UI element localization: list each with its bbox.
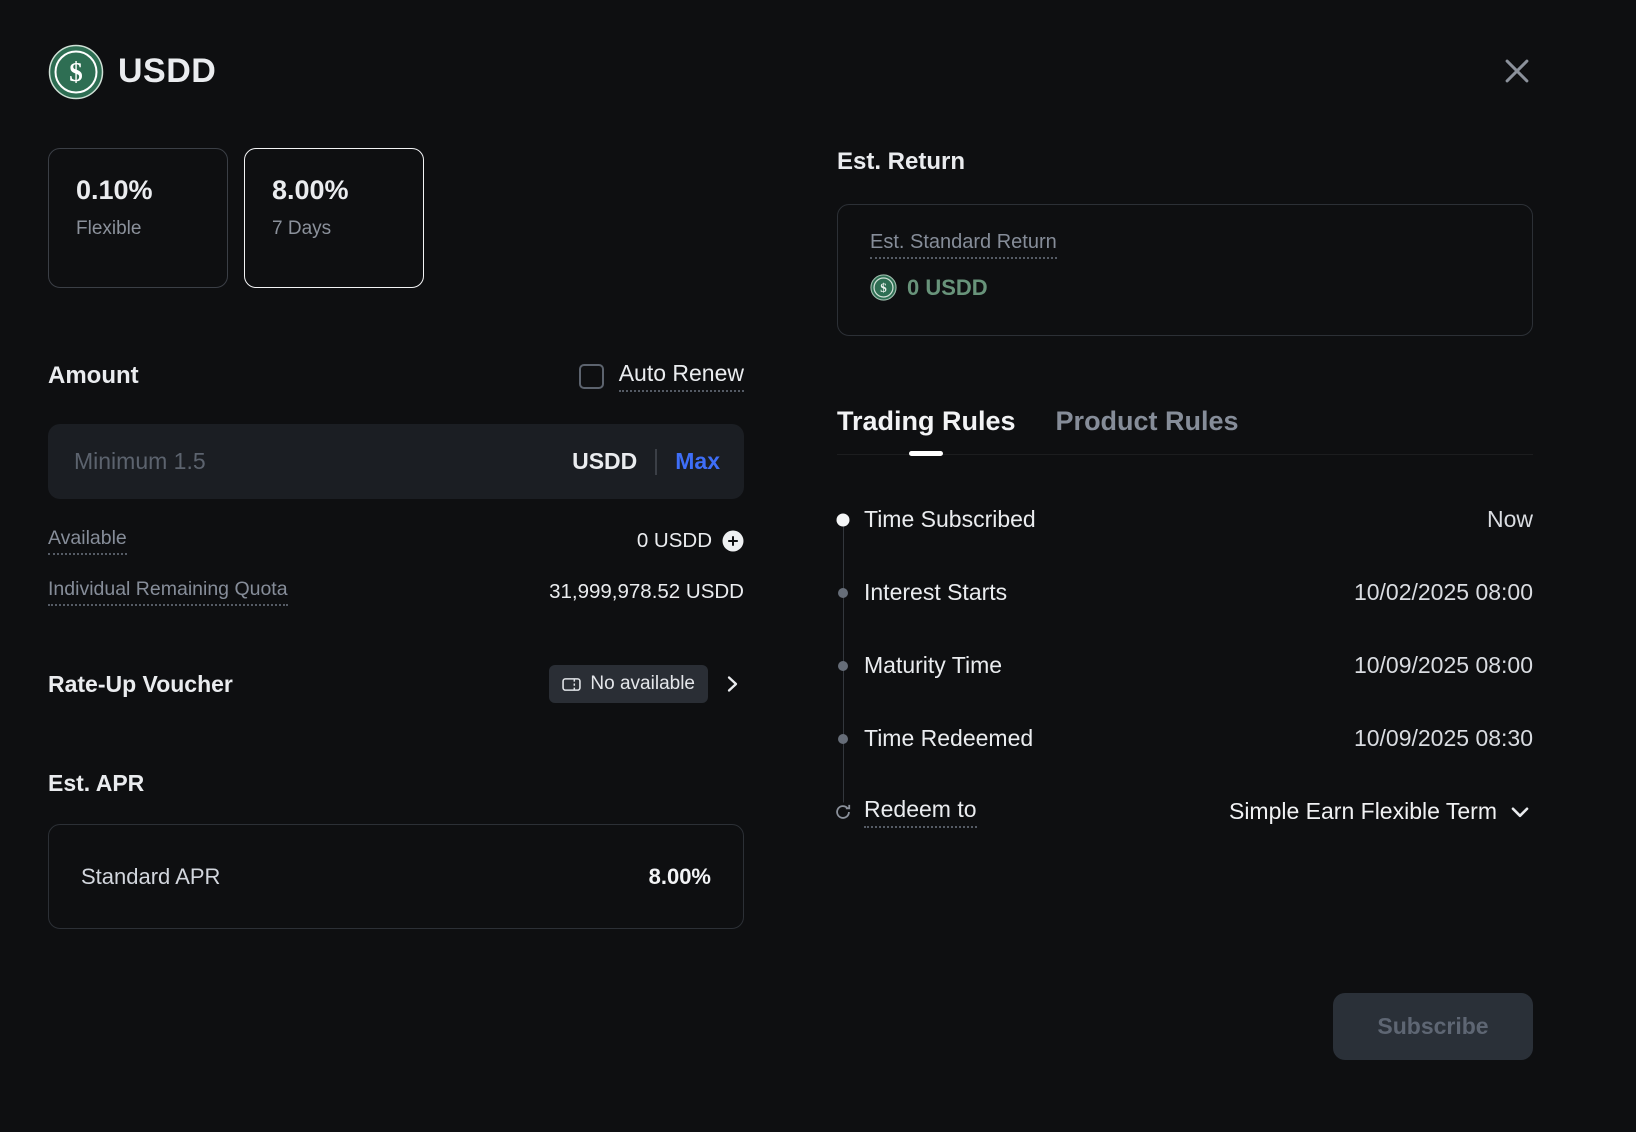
timeline-row: Time Redeemed 10/09/2025 08:30 (837, 702, 1533, 775)
timeline-dot (838, 733, 848, 744)
timeline-label: Time Subscribed (864, 506, 1036, 532)
voucher-section-label: Rate-Up Voucher (48, 670, 233, 697)
timeline-value: 10/02/2025 08:00 (1353, 579, 1533, 605)
term-label: 7 Days (272, 218, 332, 239)
refresh-icon (833, 802, 853, 821)
est-apr-section-label: Est. APR (48, 770, 145, 796)
timeline-value: 10/09/2025 08:30 (1353, 725, 1533, 751)
redeem-to-select[interactable]: Simple Earn Flexible Term (1229, 798, 1533, 825)
quota-label[interactable]: Individual Remaining Quota (48, 578, 288, 606)
tab-label: Trading Rules (837, 406, 1016, 436)
standard-apr-value: 8.00% (648, 863, 711, 889)
subscribe-button[interactable]: Subscribe (1333, 993, 1533, 1060)
term-apr: 8.00% (272, 175, 349, 205)
voucher-status-label: No available (590, 673, 695, 694)
est-return-section-label: Est. Return (837, 148, 966, 175)
auto-renew-checkbox[interactable] (578, 363, 604, 389)
timeline-label: Time Redeemed (864, 725, 1034, 751)
auto-renew-label[interactable]: Auto Renew (618, 360, 744, 392)
redeem-to-value[interactable]: Simple Earn Flexible Term (1228, 798, 1497, 824)
voucher-icon (562, 677, 582, 692)
amount-input-wrap: USDD Max (48, 424, 744, 499)
chevron-right-icon[interactable] (720, 672, 744, 696)
timeline-label: Interest Starts (864, 579, 1008, 605)
voucher-row: Rate-Up Voucher No available (48, 665, 744, 703)
term-option-flexible[interactable]: 0.10% Flexible (48, 148, 228, 288)
tab-product-rules[interactable]: Product Rules (1056, 406, 1239, 454)
timeline-dot (836, 513, 850, 526)
timeline-dot (838, 660, 848, 671)
timeline-dot (838, 587, 848, 598)
usdd-coin-icon-small: $ (870, 274, 897, 301)
est-apr-card: Standard APR 8.00% (48, 824, 744, 929)
chevron-down-icon[interactable] (1507, 799, 1533, 825)
term-label: Flexible (76, 218, 142, 239)
quota-row: Individual Remaining Quota 31,999,978.52… (48, 578, 744, 606)
redeem-to-label[interactable]: Redeem to (864, 796, 977, 828)
voucher-status-chip[interactable]: No available (549, 665, 708, 703)
available-value: 0 USDD (636, 529, 712, 552)
amount-input[interactable] (72, 447, 573, 476)
auto-renew-toggle[interactable]: Auto Renew (578, 360, 744, 392)
est-return-card: Est. Standard Return $ 0 USDD (837, 204, 1533, 336)
term-option-7days[interactable]: 8.00% 7 Days (244, 148, 424, 288)
available-label[interactable]: Available (48, 527, 127, 555)
timeline-row: Maturity Time 10/09/2025 08:00 (837, 629, 1533, 702)
svg-text:$: $ (69, 57, 83, 87)
tab-label: Product Rules (1055, 406, 1239, 436)
rules-tabs: Trading Rules Product Rules (837, 406, 1533, 456)
term-options: 0.10% Flexible 8.00% 7 Days (48, 148, 424, 288)
available-value-wrap: 0 USDD (637, 529, 744, 553)
timeline-value: Now (1486, 506, 1533, 532)
available-row: Available 0 USDD (48, 527, 744, 555)
timeline-value: 10/09/2025 08:00 (1353, 652, 1533, 678)
est-standard-return-label[interactable]: Est. Standard Return (870, 231, 1057, 259)
input-divider (655, 448, 658, 475)
voucher-selector[interactable]: No available (549, 665, 744, 703)
term-apr: 0.10% (76, 175, 153, 205)
timeline-row-redeem-to: Redeem to Simple Earn Flexible Term (833, 775, 1533, 848)
amount-section-label: Amount (48, 362, 139, 389)
usdd-coin-icon: $ (48, 44, 104, 100)
timeline-row: Interest Starts 10/02/2025 08:00 (837, 556, 1533, 629)
active-tab-indicator (909, 451, 944, 456)
max-button[interactable]: Max (675, 448, 720, 474)
standard-apr-label: Standard APR (81, 863, 221, 889)
trading-rules-timeline: Time Subscribed Now Interest Starts 10/0… (833, 483, 1533, 848)
svg-text:$: $ (880, 280, 887, 295)
close-icon[interactable] (1500, 54, 1534, 88)
est-return-value: 0 USDD (907, 274, 988, 300)
timeline-row: Time Subscribed Now (836, 483, 1533, 556)
plus-circle-icon[interactable] (722, 530, 744, 552)
page-title: USDD (118, 52, 217, 90)
timeline-label: Maturity Time (864, 652, 1003, 678)
est-return-value-row: $ 0 USDD (870, 274, 1500, 301)
tab-trading-rules[interactable]: Trading Rules (837, 406, 1016, 456)
currency-label: USDD (572, 448, 638, 474)
quota-value: 31,999,978.52 USDD (549, 580, 744, 603)
amount-header-row: Amount Auto Renew (48, 360, 744, 392)
